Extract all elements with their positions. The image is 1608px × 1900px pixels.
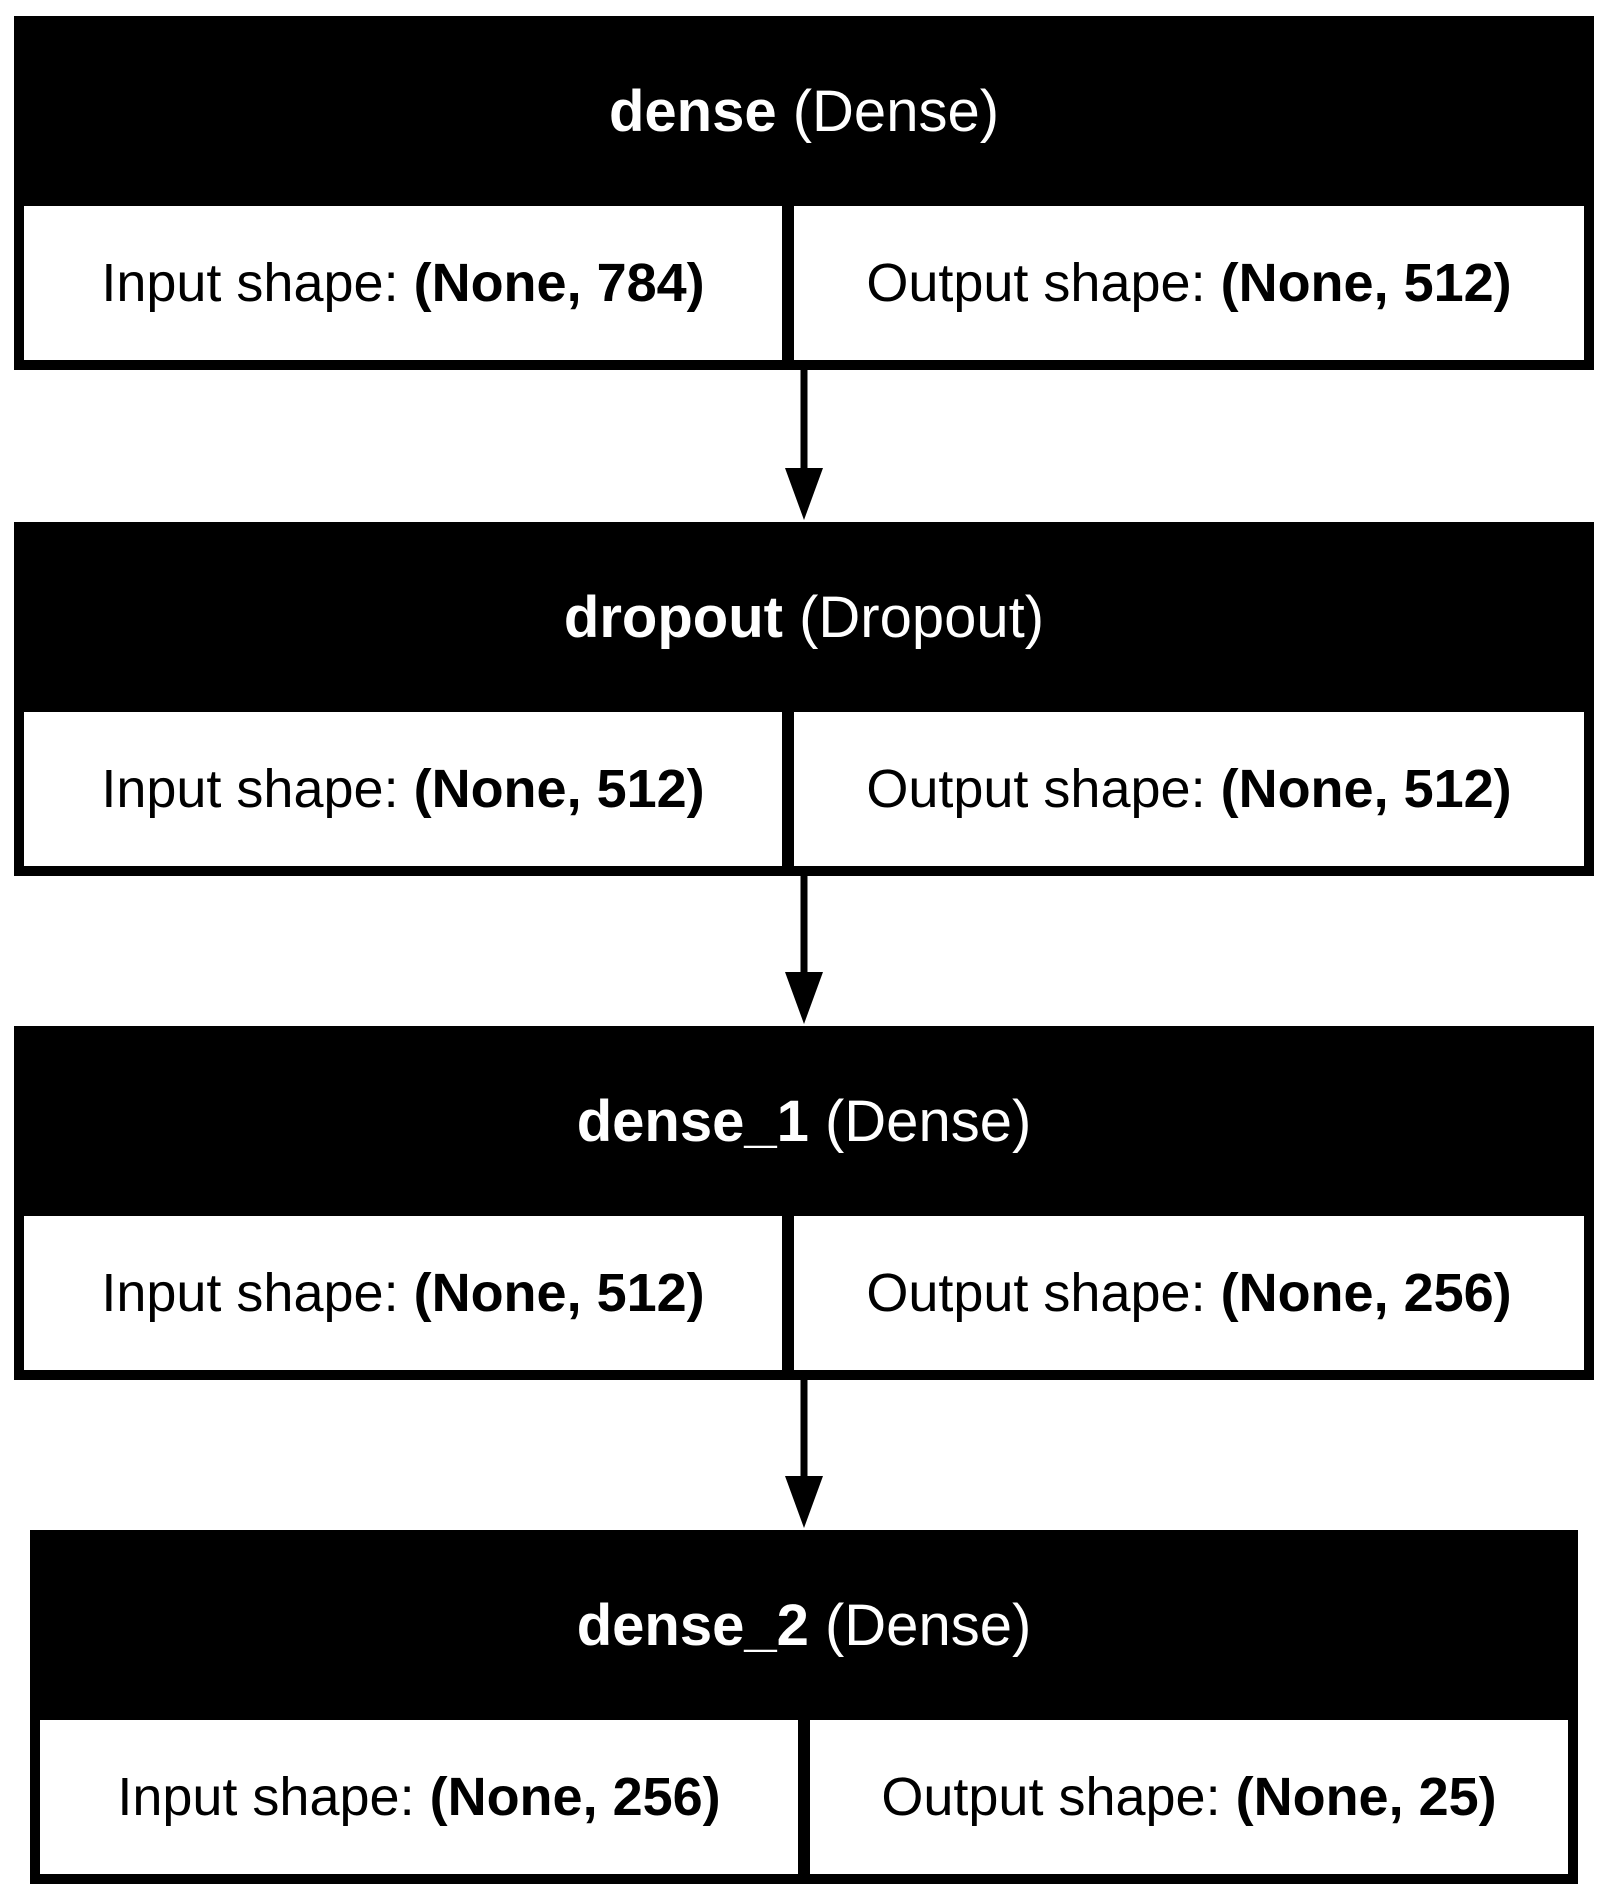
layer-type: (Dense)	[824, 1088, 1032, 1154]
layer-header: dense (Dense)	[14, 16, 1594, 206]
layer-name: dense	[608, 78, 777, 144]
output-shape-cell: Output shape: (None, 256)	[794, 1216, 1584, 1370]
input-shape-cell: Input shape: (None, 512)	[24, 1216, 782, 1370]
output-shape-cell: Output shape: (None, 25)	[810, 1720, 1568, 1874]
layer-node-dropout: dropout (Dropout) Input shape: (None, 51…	[14, 522, 1594, 876]
edge-arrow-dropout-to-dense-1	[785, 876, 823, 1024]
layer-node-dense-1: dense_1 (Dense) Input shape: (None, 512)…	[14, 1026, 1594, 1380]
layer-header: dense_1 (Dense)	[14, 1026, 1594, 1216]
layer-shape-row: Input shape: (None, 512) Output shape: (…	[24, 712, 1584, 866]
input-shape-label: Input shape:	[101, 1263, 399, 1323]
input-shape-label: Input shape:	[101, 759, 399, 819]
input-shape-value: (None, 256)	[429, 1767, 721, 1827]
layer-shape-row: Input shape: (None, 784) Output shape: (…	[24, 206, 1584, 360]
input-shape-label: Input shape:	[101, 253, 399, 313]
layer-node-dense: dense (Dense) Input shape: (None, 784) O…	[14, 16, 1594, 370]
layer-type: (Dropout)	[799, 584, 1045, 650]
layer-header: dense_2 (Dense)	[30, 1530, 1578, 1720]
output-shape-value: (None, 256)	[1220, 1263, 1512, 1323]
layer-header: dropout (Dropout)	[14, 522, 1594, 712]
layer-name: dropout	[563, 584, 783, 650]
layer-type: (Dense)	[792, 78, 1000, 144]
output-shape-value: (None, 25)	[1235, 1767, 1497, 1827]
output-shape-value: (None, 512)	[1220, 759, 1512, 819]
input-shape-value: (None, 512)	[413, 759, 705, 819]
layer-shape-row: Input shape: (None, 512) Output shape: (…	[24, 1216, 1584, 1370]
layer-name: dense_2	[576, 1592, 809, 1658]
input-shape-value: (None, 784)	[413, 253, 705, 313]
edge-arrow-dense-1-to-dense-2	[785, 1380, 823, 1528]
output-shape-value: (None, 512)	[1220, 253, 1512, 313]
input-shape-cell: Input shape: (None, 512)	[24, 712, 782, 866]
input-shape-label: Input shape:	[117, 1767, 415, 1827]
layer-type: (Dense)	[824, 1592, 1032, 1658]
output-shape-label: Output shape:	[866, 253, 1206, 313]
output-shape-cell: Output shape: (None, 512)	[794, 712, 1584, 866]
edge-arrow-dense-to-dropout	[785, 370, 823, 520]
output-shape-label: Output shape:	[866, 1263, 1206, 1323]
layer-node-dense-2: dense_2 (Dense) Input shape: (None, 256)…	[30, 1530, 1578, 1884]
output-shape-label: Output shape:	[881, 1767, 1221, 1827]
layer-shape-row: Input shape: (None, 256) Output shape: (…	[40, 1720, 1568, 1874]
layer-name: dense_1	[576, 1088, 809, 1154]
input-shape-cell: Input shape: (None, 256)	[40, 1720, 798, 1874]
input-shape-cell: Input shape: (None, 784)	[24, 206, 782, 360]
output-shape-label: Output shape:	[866, 759, 1206, 819]
input-shape-value: (None, 512)	[413, 1263, 705, 1323]
output-shape-cell: Output shape: (None, 512)	[794, 206, 1584, 360]
